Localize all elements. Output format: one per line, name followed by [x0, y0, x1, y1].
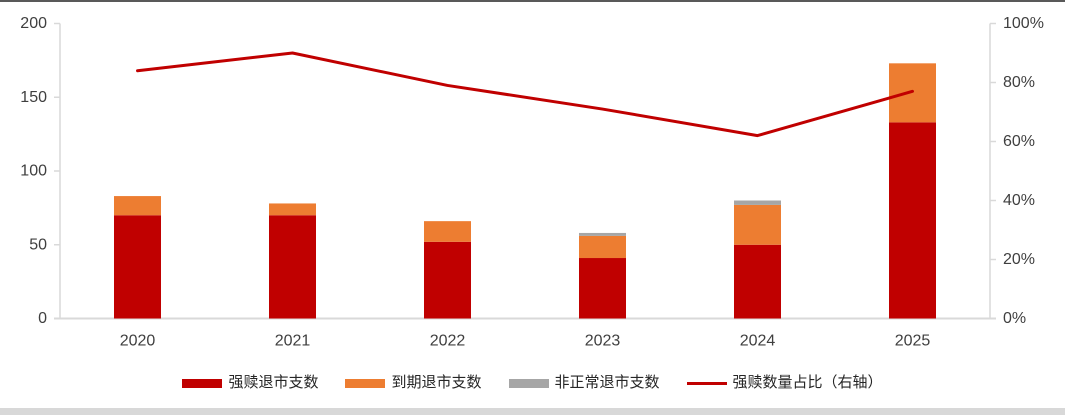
bar-segment [734, 200, 781, 205]
right-axis-label: 100% [1003, 15, 1044, 32]
bar-segment [734, 204, 781, 245]
x-axis-category-label: 2022 [430, 333, 466, 350]
bar-segment [579, 258, 626, 319]
legend-label-maturity: 到期退市支数 [391, 374, 482, 391]
right-axis-label: 0% [1003, 310, 1026, 327]
x-axis-category-label: 2024 [740, 333, 776, 350]
window-top-border [0, 0, 1065, 2]
bar-segment [579, 232, 626, 236]
red-line-swatch-icon [686, 381, 727, 385]
x-axis-category-label: 2023 [585, 333, 621, 350]
x-axis-category-label: 2020 [120, 333, 156, 350]
bar-segment [424, 241, 471, 319]
left-axis-label: 100 [20, 163, 47, 180]
bar-segment [269, 215, 316, 319]
right-axis-label: 60% [1003, 133, 1035, 150]
legend-label-redemption-ratio: 强赎数量占比（右轴） [732, 374, 883, 391]
legend-label-forced-redemption: 强赎退市支数 [228, 374, 319, 391]
redemption-ratio-line [136, 51, 914, 138]
bar-segment [734, 244, 781, 319]
legend-item-redemption-ratio: 强赎数量占比（右轴） [686, 372, 883, 394]
legend-item-forced-redemption: 强赎退市支数 [182, 372, 318, 394]
bar-segment [114, 196, 161, 216]
bar-segment [889, 122, 936, 319]
bar-segment [579, 235, 626, 259]
left-axis-label: 50 [29, 236, 47, 253]
x-axis-category-label: 2021 [275, 333, 311, 350]
chart-legend: 强赎退市支数 到期退市支数 非正常退市支数 强赎数量占比（右轴） [0, 372, 1065, 394]
right-axis-label: 40% [1003, 192, 1035, 209]
bar-segment [269, 203, 316, 216]
window-bottom-band [0, 408, 1065, 415]
x-axis-category-label: 2025 [895, 333, 931, 350]
red-swatch-icon [182, 378, 223, 388]
orange-swatch-icon [345, 378, 386, 388]
left-axis-label: 200 [20, 15, 47, 32]
right-axis-label: 20% [1003, 251, 1035, 268]
left-axis-label: 150 [20, 89, 47, 106]
right-axis-label: 80% [1003, 74, 1035, 91]
bar-segment [424, 221, 471, 242]
legend-label-abnormal: 非正常退市支数 [554, 374, 660, 391]
gray-swatch-icon [508, 378, 549, 388]
legend-item-abnormal: 非正常退市支数 [508, 372, 660, 394]
bar-segment [114, 215, 161, 319]
left-axis-label: 0 [38, 310, 47, 327]
legend-item-maturity: 到期退市支数 [345, 372, 482, 394]
